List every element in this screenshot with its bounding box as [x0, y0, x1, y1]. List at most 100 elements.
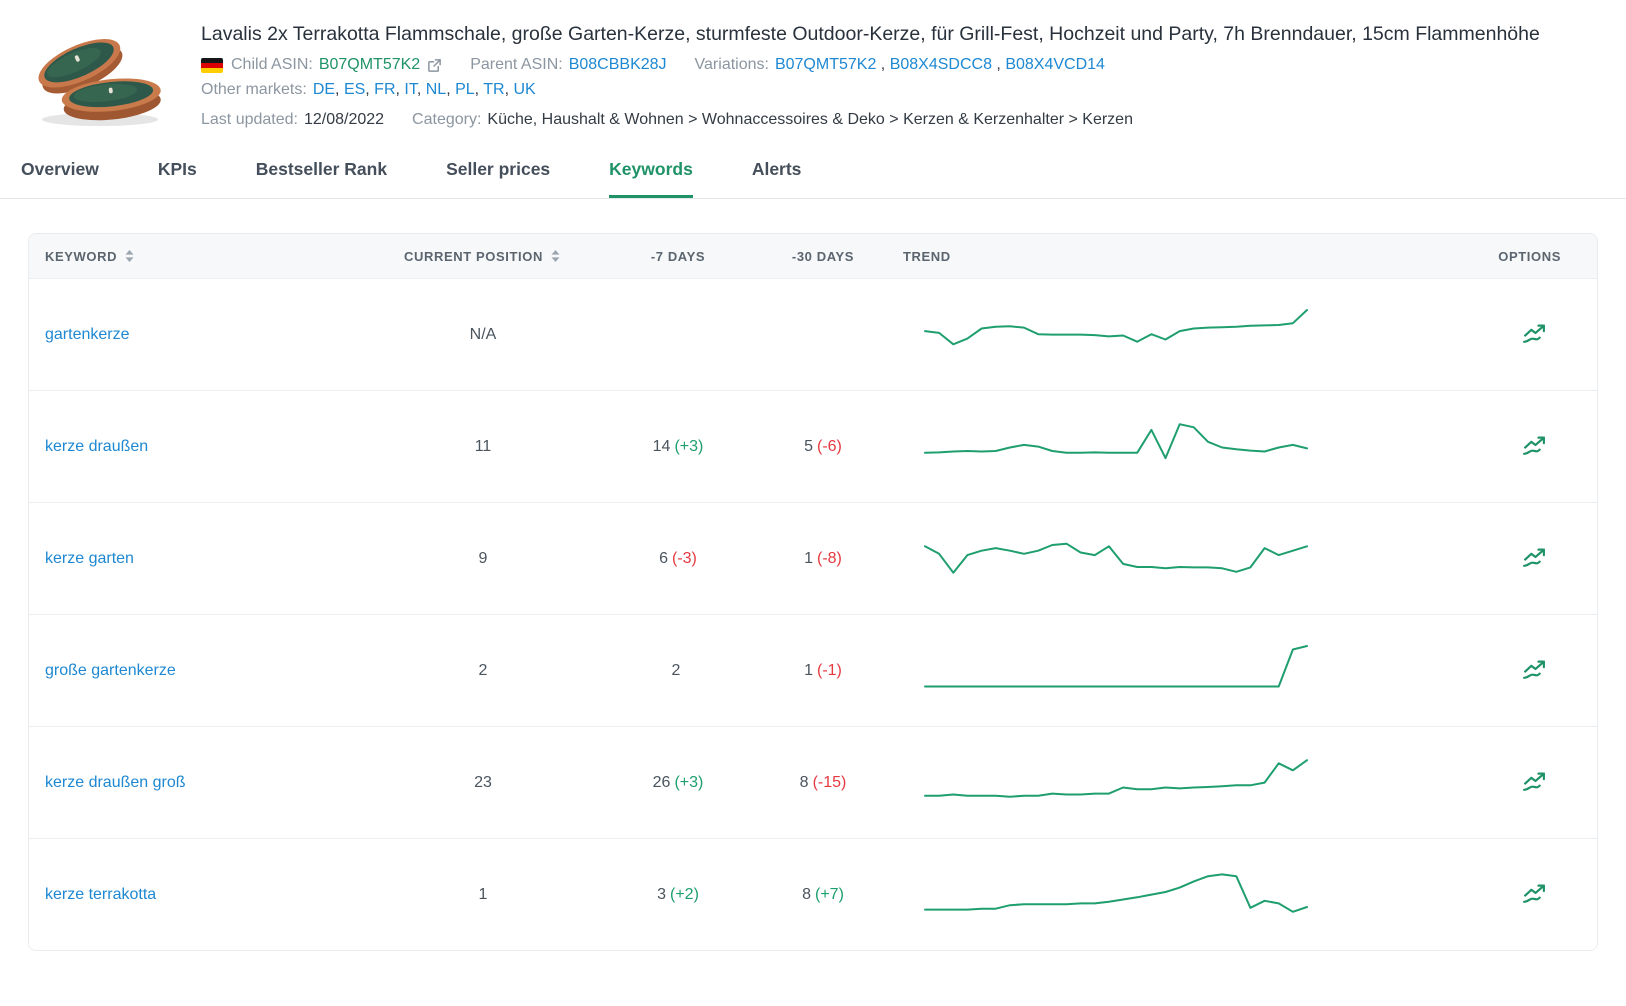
trend-sparkline [893, 306, 1467, 363]
product-info: Lavalis 2x Terrakotta Flammschale, große… [201, 18, 1596, 133]
market-links: DE, ES, FR, IT, NL, PL, TR, UK [313, 81, 536, 99]
trend-sparkline [893, 754, 1467, 811]
options-cell [1467, 545, 1597, 572]
pos-7-days-value: 14 (+3) [652, 437, 704, 455]
options-cell [1467, 321, 1597, 348]
header-7-days: -7 DAYS [650, 248, 706, 264]
category-breadcrumb: Küche, Haushalt & Wohnen > Wohnaccessoir… [487, 111, 1133, 129]
trend-sparkline [893, 530, 1467, 587]
open-chart-button[interactable] [1520, 657, 1549, 684]
other-markets-line: Other markets: DE, ES, FR, IT, NL, PL, T… [201, 81, 1596, 99]
separator: , [876, 56, 890, 74]
open-chart-button[interactable] [1520, 433, 1549, 460]
pos-30-days-value: 5 (-6) [804, 437, 842, 455]
child-asin-link[interactable]: B07QMT57K2 [318, 56, 421, 74]
options-cell [1467, 769, 1597, 796]
pos-30-days-value: 8 (-15) [799, 773, 847, 791]
updated-category-line: Last updated: 12/08/2022 Category: Küche… [201, 111, 1596, 129]
other-markets-label: Other markets: [201, 81, 307, 99]
open-chart-button[interactable] [1520, 545, 1549, 572]
market-link[interactable]: NL [425, 81, 447, 99]
header-options: OPTIONS [1498, 248, 1561, 264]
germany-flag-icon [201, 57, 223, 73]
pos-30-days-value: 8 (+7) [802, 885, 844, 903]
tab-alerts[interactable]: Alerts [751, 159, 802, 179]
table-row: kerze draußen groß 23 26 (+3) 8 (-15) [29, 726, 1597, 838]
table-row: kerze garten 9 6 (-3) 1 (-8) [29, 502, 1597, 614]
variation-link[interactable]: B08X4VCD14 [1005, 56, 1105, 74]
tab-bestseller-rank[interactable]: Bestseller Rank [255, 159, 388, 179]
separator: , [991, 56, 1006, 74]
market-link[interactable]: IT [404, 81, 417, 99]
market-link[interactable]: DE [312, 81, 336, 99]
tab-keywords[interactable]: Keywords [609, 159, 693, 198]
table-body: gartenkerze N/A kerze draußen 11 14 (+3) … [29, 278, 1597, 950]
options-cell [1467, 881, 1597, 908]
last-updated-label: Last updated: [201, 111, 298, 129]
asin-line: Child ASIN: B07QMT57K2 Parent ASIN: B08C… [201, 56, 1596, 74]
header-trend: TREND [903, 248, 951, 264]
sort-icon[interactable] [123, 249, 136, 263]
separator: , [395, 81, 405, 99]
open-chart-button[interactable] [1520, 881, 1549, 908]
current-position-value: 9 [478, 549, 488, 567]
current-position-value: N/A [469, 325, 497, 343]
open-chart-button[interactable] [1520, 321, 1549, 348]
separator: , [474, 81, 484, 99]
tab-bar-wrap: Overview KPIs Bestseller Rank Seller prices… [0, 159, 1626, 199]
pos-30-days-value [753, 326, 893, 344]
sort-icon[interactable] [549, 249, 562, 263]
table-row: kerze draußen 11 14 (+3) 5 (-6) [29, 390, 1597, 502]
header-keyword-label: KEYWORD [45, 248, 118, 264]
keyword-link[interactable]: kerze draußen groß [45, 773, 186, 791]
table-header-row: KEYWORD CURRENT POSITION -7 DAYS -30 DAY… [29, 234, 1597, 278]
current-position-value: 1 [478, 885, 488, 903]
parent-asin-link[interactable]: B08CBBK28J [568, 56, 667, 74]
external-link-icon[interactable] [427, 58, 442, 73]
separator: , [446, 81, 456, 99]
parent-asin-label: Parent ASIN: [470, 56, 563, 74]
product-header: Lavalis 2x Terrakotta Flammschale, große… [0, 0, 1626, 133]
trend-sparkline [893, 866, 1467, 923]
market-link[interactable]: TR [483, 81, 505, 99]
keyword-link[interactable]: gartenkerze [45, 325, 130, 343]
market-link[interactable]: PL [455, 81, 475, 99]
separator: , [335, 81, 344, 99]
keyword-link[interactable]: große gartenkerze [45, 661, 176, 679]
tab-seller-prices[interactable]: Seller prices [446, 159, 551, 179]
current-position-value: 2 [478, 661, 488, 679]
open-chart-button[interactable] [1520, 769, 1549, 796]
product-keywords-page: Lavalis 2x Terrakotta Flammschale, große… [0, 0, 1626, 951]
pos-7-days-value [603, 326, 753, 344]
market-link[interactable]: UK [513, 81, 536, 99]
keyword-cell: kerze terrakotta [29, 886, 363, 904]
table-row: kerze terrakotta 1 3 (+2) 8 (+7) [29, 838, 1597, 950]
tab-kpis[interactable]: KPIs [157, 159, 197, 179]
pos-7-days-value: 3 (+2) [657, 885, 699, 903]
tab-overview[interactable]: Overview [21, 159, 99, 179]
pos-7-days-value: 6 (-3) [659, 549, 697, 567]
keywords-table: KEYWORD CURRENT POSITION -7 DAYS -30 DAY… [28, 233, 1598, 951]
header-current-position[interactable]: CURRENT POSITION [363, 249, 603, 264]
header-keyword[interactable]: KEYWORD [29, 249, 363, 264]
keyword-link[interactable]: kerze draußen [45, 437, 149, 455]
pos-30-days-value: 1 (-8) [804, 549, 842, 567]
current-position-value: 11 [474, 437, 492, 455]
separator: , [504, 81, 514, 99]
child-asin-label: Child ASIN: [231, 56, 313, 74]
market-link[interactable]: FR [374, 81, 396, 99]
market-link[interactable]: ES [343, 81, 366, 99]
keyword-cell: gartenkerze [29, 326, 363, 344]
keyword-link[interactable]: kerze garten [45, 549, 134, 567]
product-image [25, 18, 175, 133]
keyword-link[interactable]: kerze terrakotta [45, 885, 157, 903]
variation-link[interactable]: B08X4SDCC8 [889, 56, 992, 74]
trend-sparkline [893, 418, 1467, 475]
variation-links: B07QMT57K2 , B08X4SDCC8 , B08X4VCD14 [775, 56, 1105, 74]
separator: , [416, 81, 426, 99]
variation-link[interactable]: B07QMT57K2 [774, 56, 877, 74]
category-label: Category: [412, 111, 482, 129]
header-current-position-label: CURRENT POSITION [404, 248, 543, 264]
table-row: gartenkerze N/A [29, 278, 1597, 390]
options-cell [1467, 433, 1597, 460]
